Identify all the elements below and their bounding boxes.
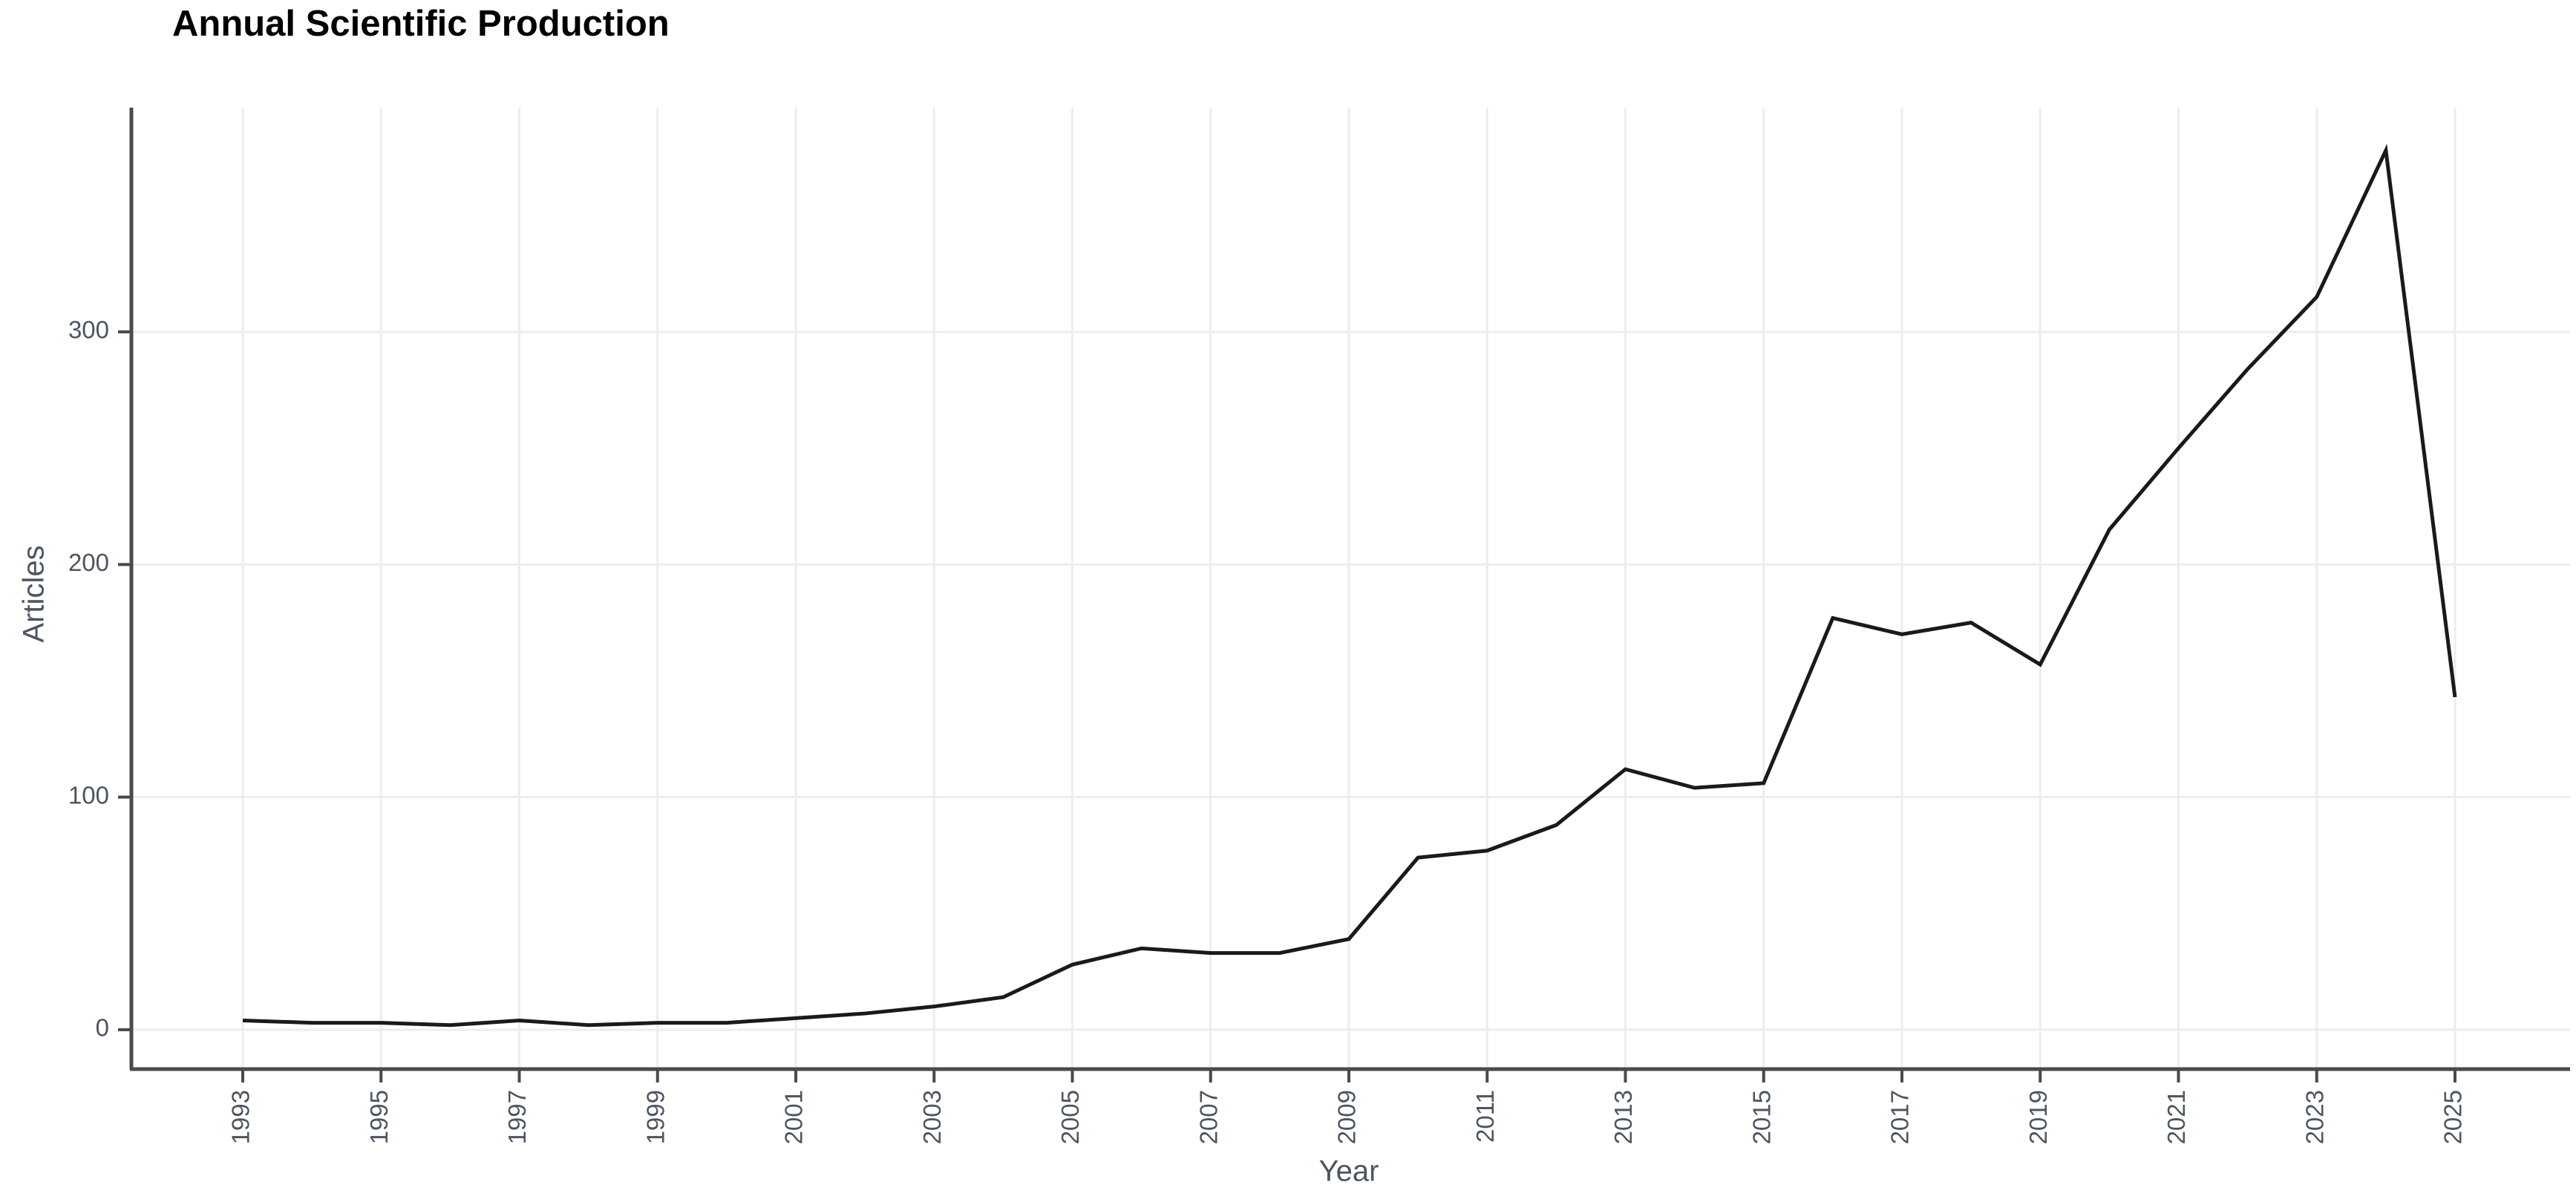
y-tick-label: 0 (96, 1014, 109, 1042)
x-tick-label: 2001 (780, 1090, 808, 1144)
x-tick-label: 1997 (503, 1090, 531, 1144)
chart-title: Annual Scientific Production (172, 4, 670, 44)
x-tick-label: 2023 (2301, 1090, 2328, 1144)
x-tick-label: 2013 (1609, 1090, 1637, 1144)
x-tick-label: 2019 (2024, 1090, 2052, 1144)
x-tick-label: 2011 (1471, 1090, 1499, 1143)
x-axis-title: Year (1318, 1154, 1379, 1188)
x-tick-label: 1993 (227, 1090, 255, 1144)
x-tick-label: 1999 (641, 1090, 669, 1144)
x-tick-label: 2009 (1333, 1090, 1361, 1144)
y-tick-label: 100 (68, 781, 109, 809)
y-tick-label: 200 (68, 549, 109, 576)
x-tick-label: 2017 (1886, 1090, 1914, 1144)
articles-line-series (242, 143, 2457, 1028)
y-tick-label: 300 (68, 316, 109, 344)
x-tick-label: 1995 (365, 1090, 393, 1144)
x-tick-label: 2007 (1194, 1090, 1222, 1144)
x-tick-label: 2021 (2163, 1090, 2190, 1144)
x-tick-label: 2015 (1748, 1090, 1775, 1144)
x-tick-label: 2025 (2439, 1090, 2467, 1144)
x-tick-label: 2005 (1056, 1090, 1084, 1144)
x-tick-label: 2003 (918, 1090, 946, 1144)
